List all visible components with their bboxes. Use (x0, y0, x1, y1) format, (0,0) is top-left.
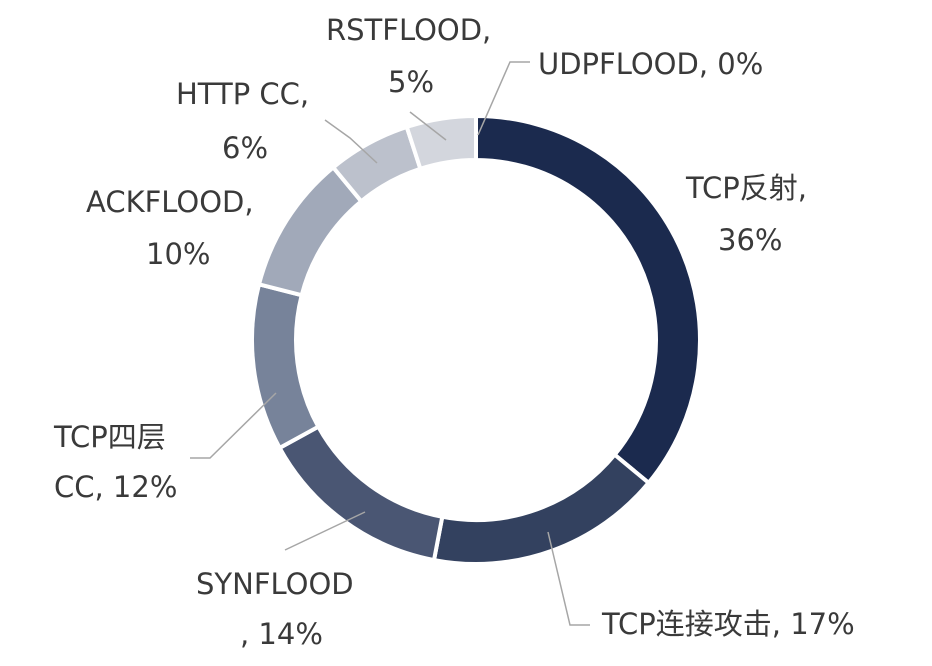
leader-line-http-cc (324, 119, 378, 164)
label-synflood-value: , 14% (240, 617, 323, 651)
slice-tcp四层 (250, 281, 321, 451)
label-tcp-reflection: TCP反射, (685, 171, 807, 205)
label-synflood: SYNFLOOD (196, 567, 354, 601)
label-http-cc-value: 6% (222, 131, 268, 165)
leader-line-udpflood (477, 61, 530, 136)
leader-line-tcp-layer4-cc (190, 392, 277, 459)
leader-line-rstflood (409, 111, 447, 141)
slice-ackflood (256, 164, 365, 298)
label-rstflood-value: 5% (388, 65, 434, 99)
slice-tcp连接攻击-17 (431, 451, 652, 566)
leader-line-synflood (284, 511, 366, 551)
donut-slices (250, 113, 702, 566)
label-tcp-connection-attack: TCP连接攻击, 17% (601, 607, 855, 641)
label-http-cc: HTTP CC, (176, 77, 309, 111)
slice-labels: TCP反射, 36% TCP连接攻击, 17% SYNFLOOD , 14% T… (53, 13, 855, 651)
label-udpflood: UDPFLOOD, 0% (538, 47, 763, 81)
label-rstflood: RSTFLOOD, (326, 13, 491, 47)
label-ackflood-value: 10% (146, 237, 210, 271)
leader-line-tcp-connection (547, 531, 590, 626)
slice-rstflood (404, 113, 478, 172)
label-tcp-reflection-value: 36% (718, 223, 782, 257)
leader-lines (190, 61, 590, 626)
label-tcp-layer4-cc-value: CC, 12% (54, 470, 177, 504)
slice-synflood (276, 424, 445, 563)
label-tcp-layer4-cc: TCP四层 (53, 420, 166, 454)
slice-tcp反射 (474, 113, 702, 486)
label-ackflood: ACKFLOOD, (86, 185, 254, 219)
